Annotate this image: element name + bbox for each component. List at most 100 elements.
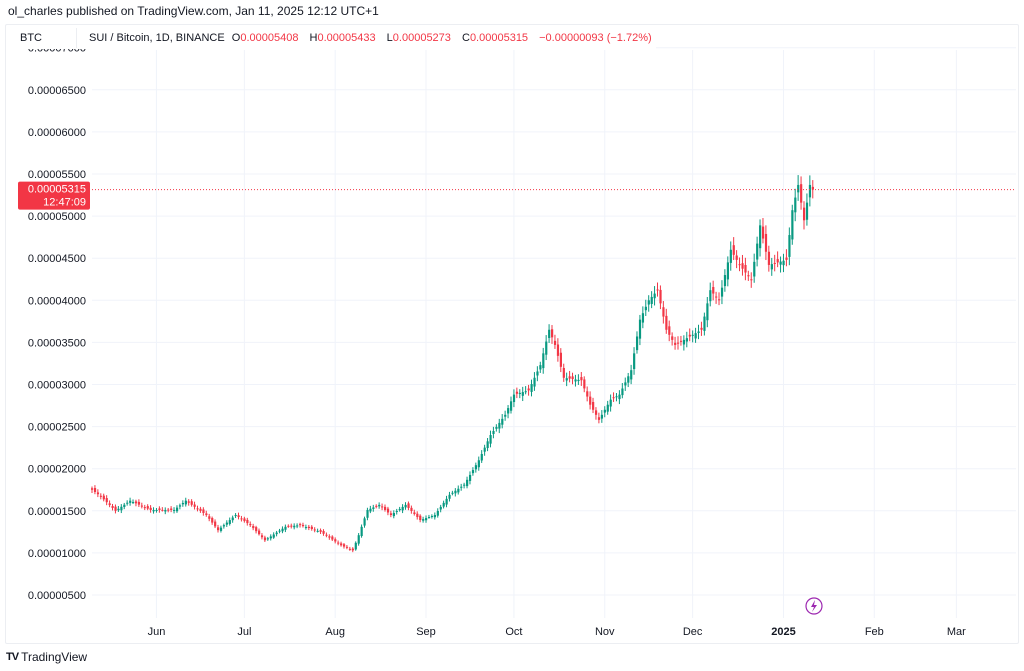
candle-body [767,251,771,265]
candle-body [149,507,152,510]
candle-body [471,470,475,474]
candle-body [794,197,797,213]
candle-body [413,512,416,514]
candle-body [290,525,293,527]
candle-body [805,202,809,220]
candle-body [111,506,114,508]
candle-body [659,289,662,304]
candle-body [691,334,694,336]
candle-body [474,465,478,470]
candle-body [615,396,618,398]
symbol-box[interactable]: BTC [10,28,77,48]
candle-body [515,391,519,394]
candle-body [618,394,621,400]
candle-body [457,488,460,493]
candle-body [401,506,404,511]
candle-body [439,506,442,510]
candle-body [750,279,753,281]
candle-body [351,548,354,551]
candle-body [354,542,357,550]
candle-body [307,526,311,529]
candle-body [685,338,688,342]
candle-body [284,526,287,530]
symbol-title: SUI / Bitcoin, 1D, BINANCE [89,32,225,44]
candle-body [299,524,302,526]
candle-body [574,379,577,382]
open-value: O0.00005408 [231,32,299,44]
candle-body [463,484,466,486]
candle-body [425,518,428,521]
candle-body [753,261,756,277]
candle-body [155,509,158,511]
candle-body [114,506,117,511]
candle-body [630,370,633,380]
candle-body [143,507,146,509]
candle-body [562,367,565,378]
candle-body [278,530,281,532]
candle-body [791,210,794,240]
candle-body [797,184,800,193]
candle-body [647,300,650,305]
candle-body [729,249,732,263]
candle-body [430,516,434,518]
candle-body [466,479,469,487]
candle-body [594,410,598,415]
candle-body [158,508,161,510]
candle-body [460,486,463,488]
candle-body [129,500,132,503]
x-tick-label: Sep [416,626,436,638]
candle-body [507,408,510,414]
candle-body [240,518,243,520]
candle-body [340,543,343,546]
candle-body [788,235,791,257]
candle-body [389,513,393,516]
candle-body [700,327,703,330]
x-tick-label: 2025 [771,626,795,638]
candle-body [357,535,360,544]
y-tick-label: 0.00006500 [28,85,86,97]
candle-body [319,530,322,532]
candle-body [296,525,299,527]
candle-body [706,303,709,321]
candle-body [228,520,231,524]
candle-body [641,313,645,323]
x-tick-label: Jul [237,626,251,638]
candle-body [287,525,290,527]
candle-body [120,506,123,511]
high-value: H0.00005433 [309,32,376,44]
candle-body [559,352,562,367]
candle-body [703,316,706,331]
y-tick-label: 0.00002000 [28,464,86,476]
candle-body [395,510,398,512]
candle-body [243,518,246,522]
candle-body [644,306,647,311]
candle-body [744,264,747,273]
candle-body [436,510,439,516]
candle-body [99,495,102,497]
candle-body [202,509,205,513]
candle-body [181,503,185,505]
y-tick-label: 0.00003500 [28,337,86,349]
candle-body [606,404,609,412]
candle-body [117,508,120,511]
candle-body [451,492,454,494]
candle-body [348,548,352,550]
candle-body [375,505,378,507]
y-tick-label: 0.00003000 [28,380,86,392]
symbol-legend: BTC SUI / Bitcoin, 1D, BINANCE O0.000054… [10,27,656,49]
candle-body [571,376,574,380]
candle-body [486,441,489,449]
candle-body [504,414,507,417]
candle-body [325,534,328,536]
candle-body [454,490,457,494]
candle-body [269,536,272,539]
candle-body [260,535,264,538]
candle-body [322,530,325,534]
candle-body [773,262,776,264]
candle-body [342,544,346,547]
tradingview-logo[interactable]: TV TradingView [6,650,88,664]
candle-body [597,417,601,420]
candle-body [583,379,586,389]
candle-body [674,342,677,345]
